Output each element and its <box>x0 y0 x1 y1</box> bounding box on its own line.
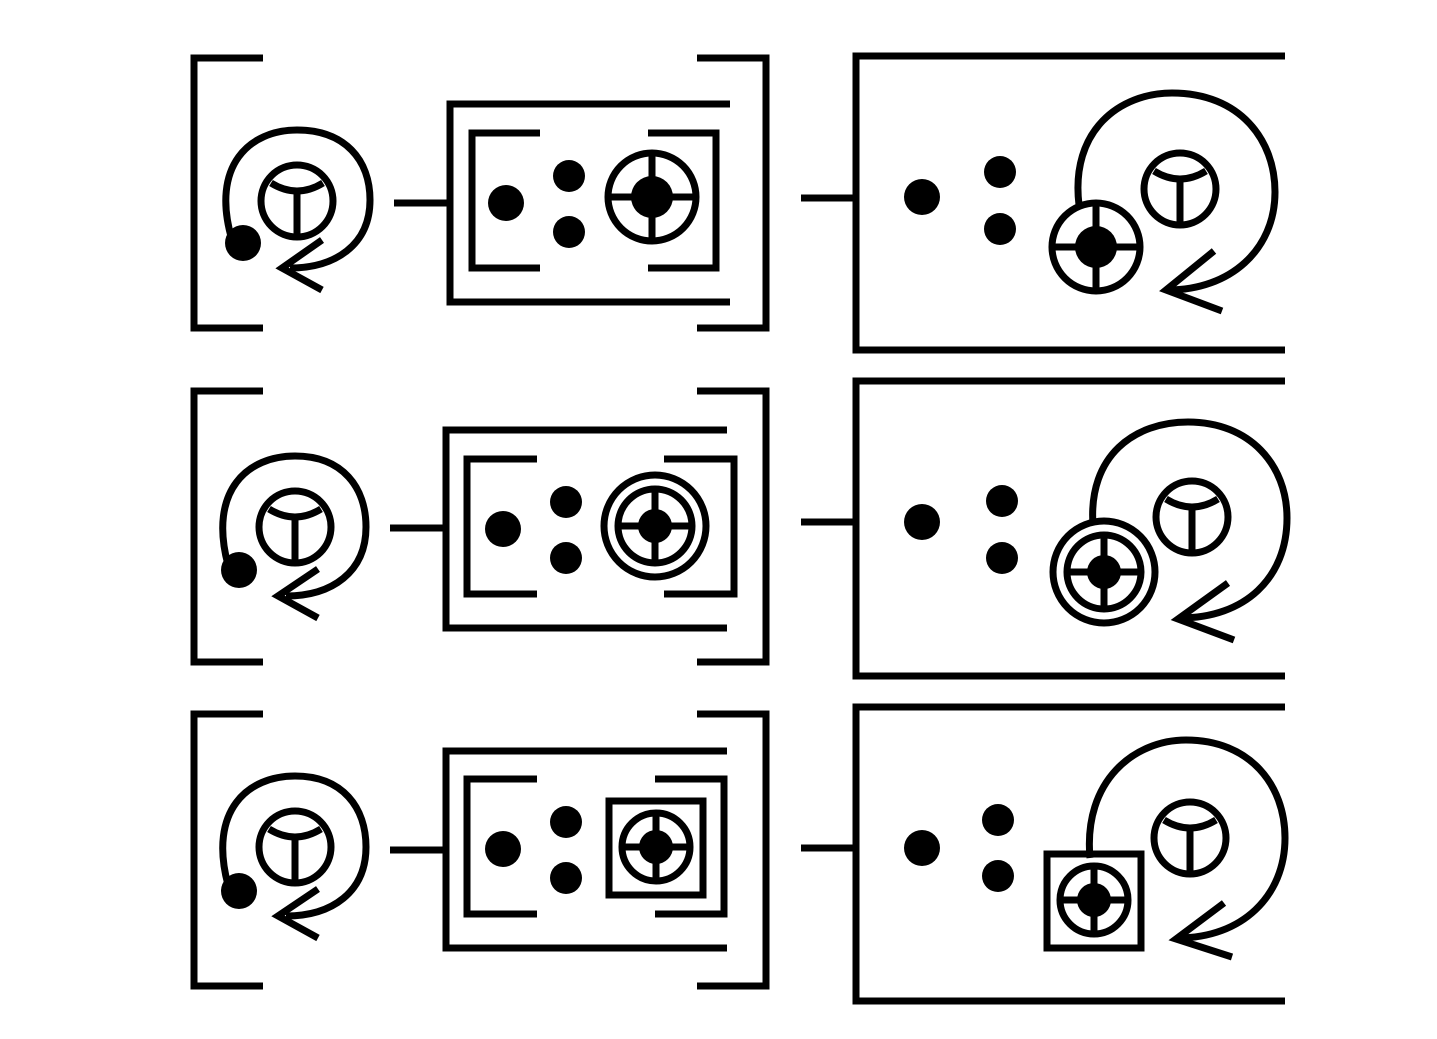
result-panel <box>852 377 1285 680</box>
dot-icon <box>553 216 585 248</box>
dot-icon <box>986 485 1018 517</box>
dot-icon <box>485 831 521 867</box>
cycle-arrow-icon <box>1085 736 1289 961</box>
crosshair-target-icon <box>1049 517 1159 627</box>
inner-bracket-left <box>463 455 537 598</box>
inner-box <box>442 426 727 632</box>
cycle-arrow-icon <box>1089 418 1291 644</box>
y-glyph-icon <box>259 811 331 883</box>
crosshair-target-icon <box>605 797 707 899</box>
outer-bracket-right <box>697 710 770 990</box>
row-3 <box>190 703 1289 1005</box>
row-1 <box>190 52 1285 354</box>
crosshair-target-icon <box>1043 850 1145 952</box>
y-glyph-icon <box>1154 802 1226 874</box>
y-glyph-icon <box>1156 481 1228 553</box>
outer-bracket-left <box>190 710 263 990</box>
result-panel <box>852 52 1285 354</box>
dot-icon <box>485 511 521 547</box>
outer-bracket-right <box>697 54 770 332</box>
cycle-arrow-icon <box>222 126 374 294</box>
dot-icon <box>904 830 940 866</box>
inner-box <box>442 747 727 952</box>
inner-bracket-right <box>648 129 720 272</box>
dot-icon <box>982 860 1014 892</box>
cycle-arrow-icon <box>1074 89 1279 315</box>
result-panel <box>852 703 1285 1005</box>
crosshair-target-icon <box>1052 203 1140 291</box>
y-glyph-icon <box>259 491 331 563</box>
dot-icon <box>984 213 1016 245</box>
inner-bracket-left <box>468 129 540 272</box>
outer-bracket-left <box>190 387 263 666</box>
cycle-arrow-icon <box>219 452 370 622</box>
inner-bracket-left <box>463 775 537 918</box>
row-2 <box>190 377 1291 680</box>
dot-icon <box>550 542 582 574</box>
outer-bracket-left <box>190 54 263 332</box>
dot-icon <box>553 160 585 192</box>
dot-icon <box>986 542 1018 574</box>
y-glyph-icon <box>261 165 333 237</box>
inner-box <box>446 100 730 306</box>
dot-icon <box>550 862 582 894</box>
inner-bracket-right <box>655 775 728 918</box>
crosshair-target-icon <box>608 153 696 241</box>
dot-icon <box>984 156 1016 188</box>
inner-bracket-right <box>664 455 738 598</box>
dot-icon <box>488 185 524 221</box>
dot-icon <box>550 806 582 838</box>
crosshair-target-icon <box>600 471 710 581</box>
dot-icon <box>904 504 940 540</box>
dot-icon <box>904 179 940 215</box>
dot-icon <box>982 804 1014 836</box>
y-glyph-icon <box>1144 153 1216 225</box>
cycle-arrow-icon <box>219 772 370 942</box>
dot-icon <box>550 486 582 518</box>
outer-bracket-right <box>697 387 770 666</box>
